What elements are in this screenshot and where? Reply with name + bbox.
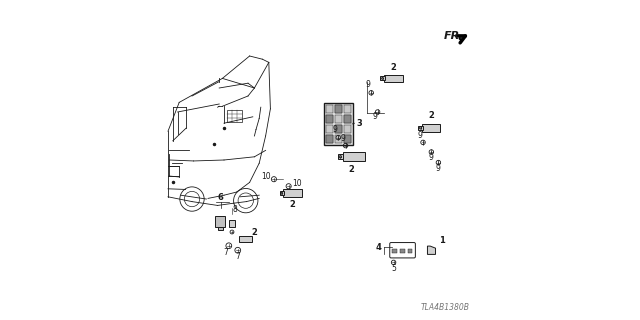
FancyBboxPatch shape: [384, 75, 403, 82]
Text: 2: 2: [390, 63, 397, 72]
Bar: [218, 227, 223, 229]
Bar: [380, 76, 385, 80]
FancyBboxPatch shape: [422, 124, 440, 132]
Text: 9: 9: [436, 164, 441, 173]
Text: 2: 2: [290, 200, 296, 209]
Bar: [335, 125, 342, 133]
Bar: [326, 115, 333, 123]
Bar: [392, 249, 397, 253]
Bar: [418, 126, 423, 130]
Bar: [400, 249, 404, 253]
FancyBboxPatch shape: [284, 189, 302, 197]
Circle shape: [234, 188, 258, 213]
Text: 2: 2: [348, 165, 355, 174]
Text: 9: 9: [429, 153, 434, 162]
Text: 6: 6: [218, 193, 224, 202]
Text: TLA4B1380B: TLA4B1380B: [420, 303, 469, 312]
Text: 9: 9: [333, 125, 337, 134]
Text: 10: 10: [292, 179, 302, 188]
Text: 9: 9: [365, 80, 371, 89]
Text: FR.: FR.: [444, 31, 465, 41]
Bar: [280, 191, 284, 195]
Text: 1: 1: [439, 236, 445, 245]
Bar: [326, 125, 333, 133]
Bar: [215, 216, 225, 227]
Text: 4: 4: [376, 243, 381, 252]
Bar: [335, 105, 342, 113]
Bar: [326, 115, 333, 123]
Bar: [335, 115, 342, 123]
FancyBboxPatch shape: [229, 220, 236, 227]
Text: 5: 5: [391, 264, 396, 273]
Text: 7: 7: [236, 252, 240, 261]
Bar: [335, 125, 342, 133]
FancyBboxPatch shape: [342, 152, 365, 161]
Bar: [344, 135, 351, 143]
Bar: [344, 125, 351, 133]
Text: 3: 3: [356, 119, 362, 128]
Bar: [344, 105, 351, 113]
Text: 9: 9: [340, 134, 346, 143]
Bar: [326, 135, 333, 143]
Bar: [326, 135, 333, 143]
Text: 7: 7: [224, 248, 228, 257]
Circle shape: [180, 187, 204, 211]
FancyBboxPatch shape: [239, 236, 252, 242]
Bar: [344, 135, 351, 143]
Polygon shape: [428, 246, 435, 254]
Text: 10: 10: [260, 172, 271, 181]
Bar: [408, 249, 412, 253]
Bar: [326, 105, 333, 113]
Bar: [344, 115, 351, 123]
Bar: [227, 110, 242, 122]
Text: 9: 9: [418, 131, 422, 140]
Bar: [344, 115, 351, 123]
Text: 2: 2: [428, 111, 435, 120]
Text: 8: 8: [232, 205, 237, 214]
Bar: [335, 105, 342, 113]
Bar: [338, 154, 343, 159]
FancyBboxPatch shape: [324, 103, 353, 145]
Text: 2: 2: [251, 228, 257, 237]
Text: 9: 9: [372, 112, 378, 121]
Bar: [335, 135, 342, 143]
